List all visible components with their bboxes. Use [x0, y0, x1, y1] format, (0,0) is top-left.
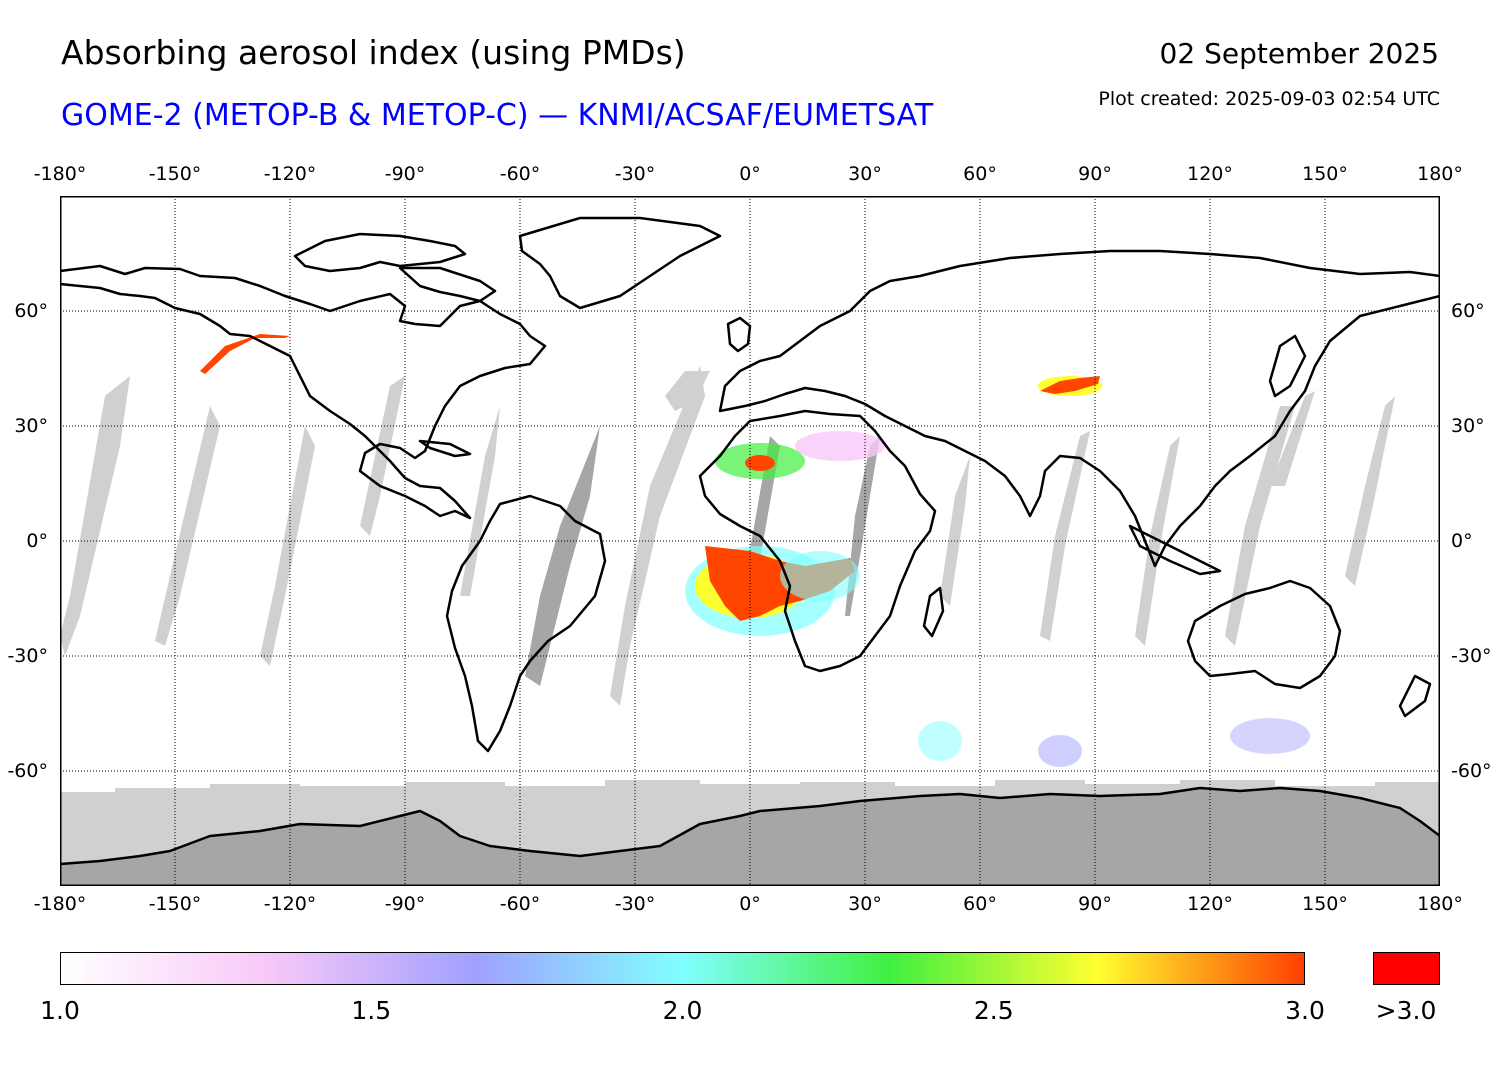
- aerosol-plume-southern-ocean: [1038, 735, 1082, 767]
- longitude-tick-label-bottom: -30°: [614, 893, 656, 915]
- colorbar-tick-label: 2.0: [662, 996, 703, 1025]
- no-data-swath: [1345, 396, 1395, 586]
- longitude-tick-label-top: 180°: [1417, 163, 1463, 185]
- no-data-swath: [665, 371, 710, 411]
- colorbar-tick-label: 3.0: [1285, 996, 1325, 1025]
- longitude-tick-label-top: -120°: [263, 163, 317, 185]
- longitude-tick-label-bottom: 30°: [848, 893, 882, 915]
- longitude-tick-label-bottom: -120°: [263, 893, 317, 915]
- coastlines: [60, 216, 1440, 866]
- latitude-tick-label-right: 0°: [1451, 530, 1473, 552]
- no-data-swath: [1270, 391, 1315, 486]
- longitude-tick-label-top: 150°: [1302, 163, 1348, 185]
- coastline-south-america: [445, 494, 607, 753]
- coastline-eurasia: [718, 249, 1440, 568]
- longitude-tick-label-bottom: -150°: [148, 893, 202, 915]
- colorbar-tick-label: 1.5: [351, 996, 392, 1025]
- map-subtitle: GOME-2 (METOP-B & METOP-C) — KNMI/ACSAF/…: [61, 98, 934, 133]
- coastline-arctic-islands: [293, 232, 467, 273]
- coastline-north-america: [60, 264, 547, 520]
- latitude-tick-label-left: -60°: [7, 760, 48, 782]
- colorbar-tick-label: 1.0: [40, 996, 80, 1025]
- aerosol-plume-atlantic-halo: [780, 551, 860, 601]
- coastline-indonesia: [1128, 524, 1222, 576]
- no-data-swath: [1040, 431, 1090, 641]
- longitude-tick-label-top: 90°: [1078, 163, 1112, 185]
- coastline-madagascar: [922, 586, 945, 638]
- no-data-swath: [525, 426, 600, 686]
- colorbar-overflow-swatch: [1373, 952, 1440, 985]
- colorbar-overflow-label: >3.0: [1375, 996, 1437, 1025]
- longitude-tick-label-bottom: 120°: [1187, 893, 1233, 915]
- coastline-uk: [726, 316, 752, 353]
- colorbar-gradient: [60, 952, 1305, 985]
- no-data-swath: [460, 406, 500, 596]
- latitude-tick-label-right: -60°: [1451, 760, 1492, 782]
- no-data-swath: [610, 366, 705, 706]
- aerosol-plume-north-africa: [795, 431, 885, 461]
- longitude-tick-label-bottom: 60°: [963, 893, 997, 915]
- longitude-tick-label-bottom: -60°: [499, 893, 541, 915]
- coastline-australia: [1186, 579, 1342, 690]
- polar-no-data-dark: [60, 788, 1440, 886]
- aerosol-plume-alaska: [200, 334, 290, 374]
- map-date: 02 September 2025: [1159, 37, 1439, 70]
- longitude-tick-label-top: -180°: [33, 163, 87, 185]
- latitude-tick-label-left: 60°: [14, 300, 48, 322]
- longitude-tick-label-bottom: -180°: [33, 893, 87, 915]
- latitude-tick-label-right: -30°: [1451, 645, 1492, 667]
- coastline-antarctica: [60, 786, 1440, 866]
- latitude-tick-label-left: 0°: [26, 530, 48, 552]
- longitude-tick-label-top: -60°: [499, 163, 541, 185]
- no-data-swath: [60, 376, 130, 656]
- no-data-swath: [260, 426, 315, 666]
- no-data-swath: [1225, 406, 1295, 646]
- plot-created-timestamp: Plot created: 2025-09-03 02:54 UTC: [1098, 88, 1440, 110]
- aerosol-plume-sahara-core: [745, 455, 775, 471]
- longitude-tick-label-top: -150°: [148, 163, 202, 185]
- latitude-tick-label-right: 60°: [1451, 300, 1485, 322]
- longitude-tick-label-bottom: 150°: [1302, 893, 1348, 915]
- no-data-swath: [940, 456, 970, 606]
- map-title: Absorbing aerosol index (using PMDs): [61, 33, 686, 72]
- aerosol-plume-southern-ocean: [918, 721, 962, 761]
- longitude-tick-label-bottom: -90°: [384, 893, 426, 915]
- latitude-tick-label-left: -30°: [7, 645, 48, 667]
- longitude-tick-label-top: 60°: [963, 163, 997, 185]
- no-data-swath: [360, 376, 405, 536]
- longitude-tick-label-bottom: 180°: [1417, 893, 1463, 915]
- longitude-tick-label-bottom: 90°: [1078, 893, 1112, 915]
- colorbar-tick-label: 2.5: [973, 996, 1014, 1025]
- longitude-tick-label-top: 120°: [1187, 163, 1233, 185]
- longitude-tick-label-bottom: 0°: [739, 893, 761, 915]
- map-frame: [60, 196, 1440, 886]
- coastline-japan: [1268, 334, 1307, 398]
- latitude-tick-label-left: 30°: [14, 415, 48, 437]
- longitude-tick-label-top: 30°: [848, 163, 882, 185]
- world-map: [60, 196, 1440, 886]
- graticule: [60, 196, 1440, 886]
- coastline-new-zealand: [1398, 674, 1432, 718]
- coastline-baffin: [398, 266, 497, 303]
- aerosol-plume-asia-core: [1040, 376, 1100, 394]
- latitude-tick-label-right: 30°: [1451, 415, 1485, 437]
- longitude-tick-label-top: -30°: [614, 163, 656, 185]
- coastline-cuba: [418, 439, 472, 458]
- no-data-swath: [155, 406, 220, 646]
- longitude-tick-label-top: 0°: [739, 163, 761, 185]
- aerosol-plume-southern-ocean: [1230, 718, 1310, 754]
- coastline-africa-eurasia: [698, 409, 937, 673]
- longitude-tick-label-top: -90°: [384, 163, 426, 185]
